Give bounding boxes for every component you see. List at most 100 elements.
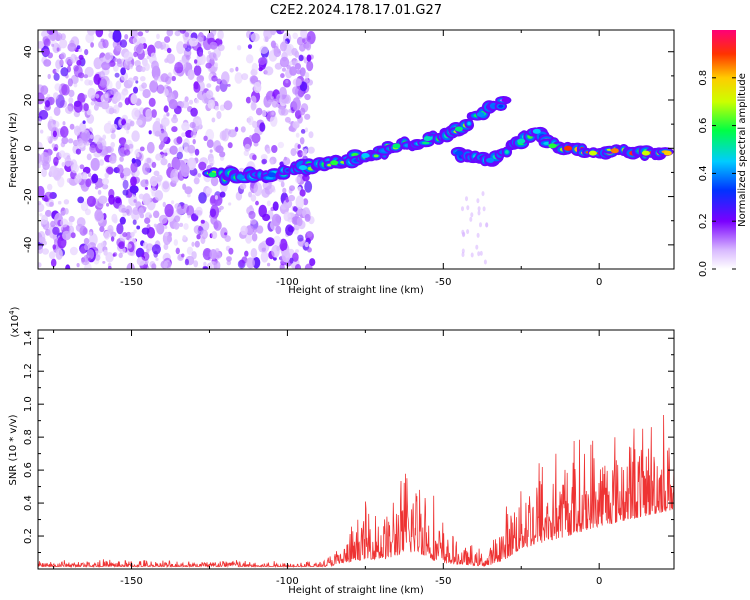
noise-speck <box>465 196 468 202</box>
noise-speck <box>272 201 279 211</box>
noise-speck <box>261 158 268 165</box>
noise-speck <box>224 232 228 236</box>
noise-speck <box>108 107 115 115</box>
spectrogram-axes: -150 -100 -50 0 -40 -20 0 20 40 <box>23 30 674 288</box>
noise-speck <box>50 258 57 267</box>
ridge-point <box>532 128 541 134</box>
noise-speck <box>151 191 156 197</box>
noise-speck <box>156 174 163 182</box>
noise-speck <box>169 145 178 155</box>
y-tick-label: -20 <box>23 188 34 204</box>
noise-speck <box>42 248 49 255</box>
noise-speck <box>42 240 47 246</box>
ridge-core <box>421 141 430 145</box>
noise-speck <box>87 87 96 99</box>
noise-speck <box>250 218 257 225</box>
noise-speck <box>73 65 83 78</box>
ridge-core <box>498 104 504 108</box>
noise-speck <box>290 148 297 157</box>
colorbar-label: Normalized spectral amplitude <box>737 73 748 227</box>
noise-speck <box>235 66 239 72</box>
noise-speck <box>73 125 81 136</box>
noise-speck <box>250 194 257 202</box>
noise-speck <box>130 161 138 173</box>
noise-speck <box>175 247 180 255</box>
noise-speck <box>84 243 90 251</box>
noise-speck <box>240 225 248 236</box>
noise-speck <box>151 263 157 269</box>
noise-speck <box>305 41 312 51</box>
noise-speck <box>161 180 171 193</box>
noise-speck <box>73 100 83 113</box>
noise-speck <box>217 44 225 52</box>
noise-speck <box>209 149 213 153</box>
noise-speck <box>38 244 44 254</box>
ridge-core <box>491 104 496 108</box>
noise-speck <box>294 63 302 70</box>
snr-series-line <box>38 414 674 569</box>
noise-speck <box>245 54 254 64</box>
noise-speck <box>287 217 293 223</box>
noise-speck <box>134 60 141 67</box>
noise-speck <box>95 93 100 99</box>
noise-speck <box>301 151 307 157</box>
noise-speck <box>54 161 58 167</box>
noise-speck <box>246 257 255 269</box>
noise-speck <box>143 206 147 210</box>
noise-speck <box>142 193 151 206</box>
y-tick-label: 0.8 <box>23 429 34 445</box>
y-tick-label: 1.2 <box>23 363 34 379</box>
noise-speck <box>79 164 85 170</box>
ridge-point <box>267 172 276 178</box>
noise-speck <box>138 207 144 216</box>
noise-speck <box>166 30 174 37</box>
y-tick-label: 20 <box>23 94 34 107</box>
noise-speck <box>131 107 140 120</box>
noise-speck <box>163 149 167 154</box>
noise-speck <box>259 122 266 132</box>
noise-speck <box>270 96 275 100</box>
noise-speck <box>120 67 126 76</box>
noise-speck <box>162 252 171 263</box>
noise-speck <box>245 225 255 236</box>
noise-speck <box>148 130 152 135</box>
ridge-point <box>330 160 339 166</box>
noise-speck <box>299 67 306 77</box>
noise-speck <box>135 119 143 126</box>
noise-speck <box>116 223 124 235</box>
noise-speck <box>93 73 102 85</box>
spectrogram-marks <box>38 30 674 269</box>
noise-speck <box>170 168 180 184</box>
noise-speck <box>53 106 61 117</box>
noise-speck <box>280 108 289 116</box>
noise-speck <box>191 241 195 247</box>
noise-speck <box>84 208 91 216</box>
noise-speck <box>52 119 56 125</box>
noise-speck <box>198 52 204 57</box>
noise-speck <box>118 204 127 213</box>
noise-speck <box>110 141 115 148</box>
noise-speck <box>234 72 243 84</box>
noise-speck <box>250 248 258 259</box>
noise-speck <box>307 79 313 86</box>
noise-speck <box>304 113 311 120</box>
noise-speck <box>68 225 75 234</box>
noise-speck <box>477 206 481 212</box>
ridge-point <box>392 143 401 149</box>
noise-speck <box>269 114 278 127</box>
noise-speck <box>295 195 305 209</box>
noise-speck <box>261 187 270 198</box>
noise-speck <box>81 172 88 180</box>
noise-speck <box>83 103 89 112</box>
spectrogram-y-label: Frequency (Hz) <box>8 112 19 188</box>
noise-speck <box>55 68 60 73</box>
noise-speck <box>475 244 479 250</box>
noise-speck <box>108 194 115 205</box>
noise-speck <box>253 81 262 94</box>
noise-speck <box>129 63 133 70</box>
noise-speck <box>265 237 275 247</box>
noise-speck <box>187 69 195 81</box>
noise-speck <box>304 180 313 193</box>
noise-speck <box>148 97 156 107</box>
noise-speck <box>306 247 312 253</box>
